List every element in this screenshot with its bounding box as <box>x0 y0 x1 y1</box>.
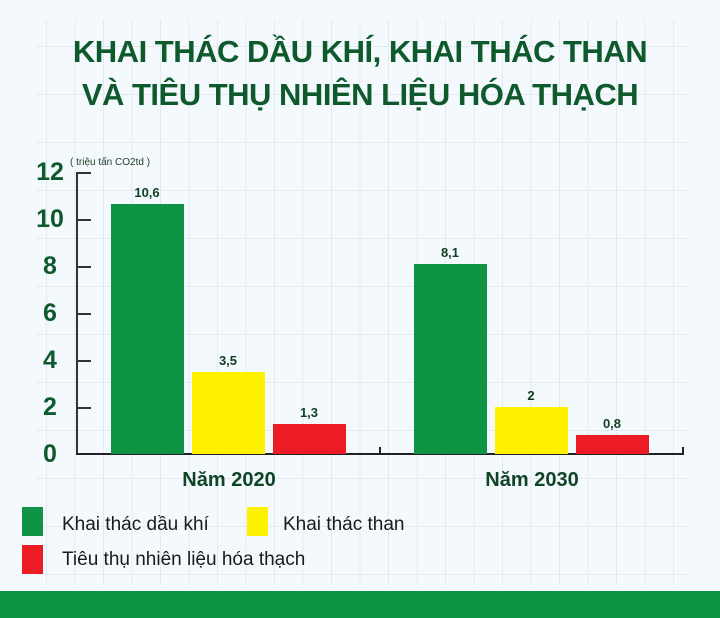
x-label-2020: Năm 2020 <box>182 469 276 491</box>
value-label: 3,5 <box>218 353 238 368</box>
value-label: 0,8 <box>602 416 622 431</box>
y-tick-0: 0 <box>43 440 57 468</box>
x-tick-mark <box>379 447 381 455</box>
legend-swatch-fossil-fuel <box>22 545 43 574</box>
title-line-2: VÀ TIÊU THỤ NHIÊN LIỆU HÓA THẠCH <box>81 77 639 112</box>
value-label: 10,6 <box>134 185 160 200</box>
y-tick-10: 10 <box>36 205 64 233</box>
bar-2020-fossil-fuel <box>273 424 346 454</box>
legend-label-fossil-fuel: Tiêu thụ nhiên liệu hóa thạch <box>62 549 306 570</box>
y-tick-mark <box>76 219 91 221</box>
bar-2020-coal <box>192 372 265 454</box>
legend-swatch-coal <box>247 507 268 536</box>
title-line-1: KHAI THÁC DẦU KHÍ, KHAI THÁC THAN <box>72 34 648 69</box>
value-label: 8,1 <box>440 245 460 260</box>
y-tick-mark <box>76 313 91 315</box>
y-tick-8: 8 <box>43 252 57 280</box>
footer-bar <box>0 591 720 618</box>
bar-2030-fossil-fuel <box>576 435 649 454</box>
y-tick-2: 2 <box>43 393 57 421</box>
x-label-2030: Năm 2030 <box>485 469 579 491</box>
value-label: 2 <box>527 388 535 403</box>
legend-label-coal: Khai thác than <box>283 514 405 535</box>
legend-swatch-oil-gas <box>22 507 43 536</box>
y-tick-mark <box>76 407 91 409</box>
chart-title: KHAI THÁC DẦU KHÍ, KHAI THÁC THAN VÀ TIÊ… <box>0 30 720 116</box>
y-tick-mark <box>76 266 91 268</box>
y-tick-4: 4 <box>43 346 57 374</box>
y-axis-unit: ( triệu tấn CO2td ) <box>70 157 151 168</box>
y-tick-12: 12 <box>36 158 64 186</box>
legend-label-oil-gas: Khai thác dầu khí <box>62 514 209 535</box>
bar-2020-oil-gas <box>111 204 184 454</box>
y-tick-mark <box>76 360 91 362</box>
y-tick-6: 6 <box>43 299 57 327</box>
x-tick-mark <box>682 447 684 455</box>
bar-2030-oil-gas <box>414 264 487 454</box>
y-tick-mark <box>76 172 91 174</box>
value-label: 1,3 <box>299 405 319 420</box>
bar-2030-coal <box>495 407 568 454</box>
